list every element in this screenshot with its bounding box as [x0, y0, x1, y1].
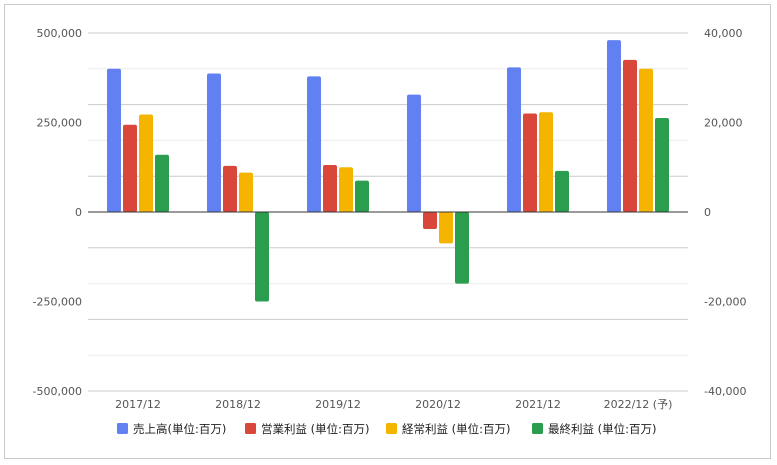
bar-4 — [455, 212, 469, 284]
legend-label: 最終利益 (単位:百万) — [548, 422, 657, 436]
x-axis-tick-label: 2017/12 — [115, 398, 161, 411]
legend-swatch — [117, 423, 128, 434]
right-axis-tick-label: -20,000 — [704, 296, 746, 309]
bar-1 — [507, 67, 521, 212]
bar-3 — [539, 112, 553, 212]
bar-3 — [239, 172, 253, 212]
bar-2 — [423, 212, 437, 230]
bar-4 — [555, 170, 569, 212]
x-axis-tick-label: 2021/12 — [515, 398, 561, 411]
left-axis-tick-label: -250,000 — [33, 296, 82, 309]
x-axis-tick-label: 2018/12 — [215, 398, 261, 411]
bar-4 — [355, 180, 369, 212]
bar-4 — [255, 212, 269, 302]
legend-swatch — [532, 423, 543, 434]
bar-3 — [339, 167, 353, 212]
bar-1 — [207, 73, 221, 212]
left-axis-tick-label: 250,000 — [37, 117, 83, 130]
right-axis-tick-label: 0 — [704, 206, 711, 219]
left-axis-tick-label: -500,000 — [33, 385, 82, 398]
bar-1 — [407, 94, 421, 212]
x-axis-tick-label: 2020/12 — [415, 398, 461, 411]
left-axis-tick-label: 500,000 — [37, 27, 83, 40]
right-axis-tick-label: -40,000 — [704, 385, 746, 398]
legend-label: 営業利益 (単位:百万) — [261, 422, 370, 436]
bar-4 — [655, 118, 669, 212]
bar-1 — [607, 40, 621, 212]
right-axis-tick-label: 20,000 — [704, 117, 743, 130]
legend-swatch — [245, 423, 256, 434]
right-axis-tick-label: 40,000 — [704, 27, 743, 40]
x-axis-tick-label: 2022/12 (予) — [604, 398, 673, 411]
bar-2 — [523, 113, 537, 212]
bar-2 — [323, 165, 337, 212]
bar-3 — [639, 68, 653, 212]
bar-3 — [439, 212, 453, 244]
legend-label: 売上高(単位:百万) — [133, 422, 226, 436]
bar-2 — [123, 124, 137, 212]
bar-1 — [307, 76, 321, 213]
legend-swatch — [386, 423, 397, 434]
bar-3 — [139, 114, 153, 212]
left-axis-tick-label: 0 — [75, 206, 82, 219]
legend-label: 経常利益 (単位:百万) — [402, 422, 511, 436]
bar-2 — [623, 59, 637, 212]
bar-4 — [155, 154, 169, 212]
x-axis-tick-label: 2019/12 — [315, 398, 361, 411]
bar-2 — [223, 165, 237, 212]
bar-1 — [107, 68, 121, 212]
